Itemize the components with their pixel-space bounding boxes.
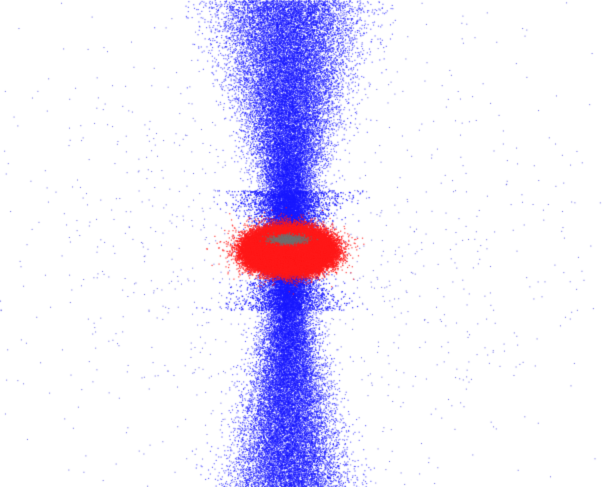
particle-scene-canvas [0,0,605,487]
